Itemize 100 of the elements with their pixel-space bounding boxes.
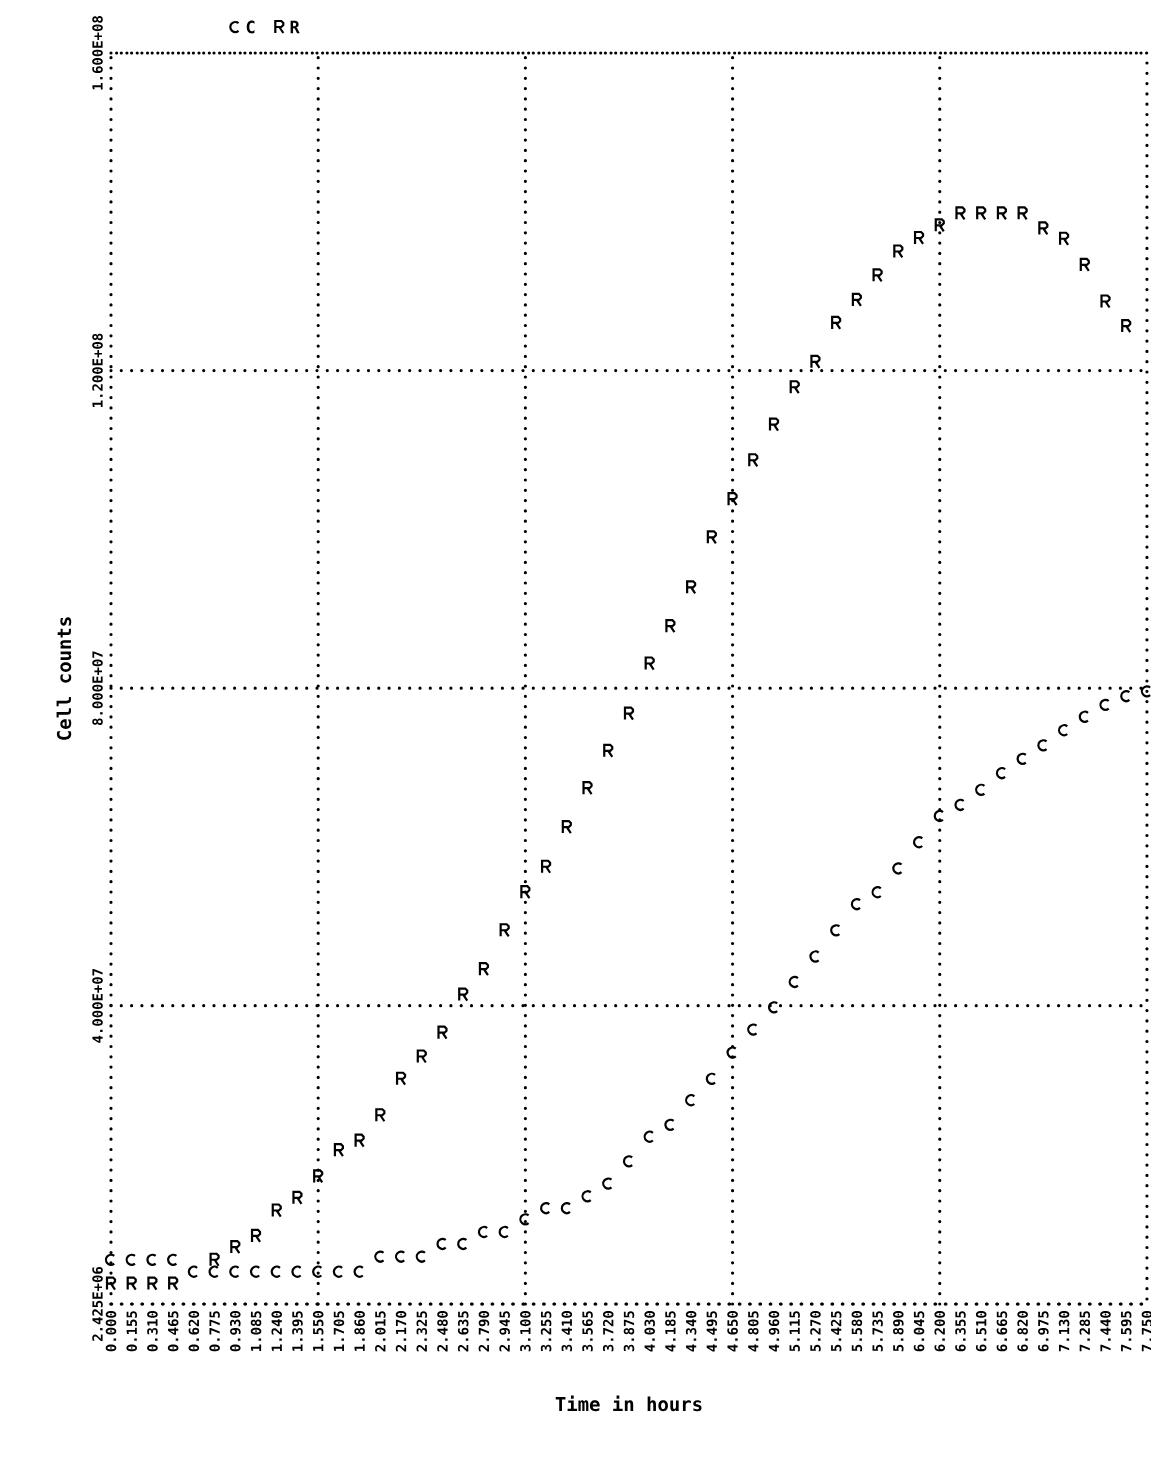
point <box>872 268 883 283</box>
point <box>560 1202 572 1215</box>
x-tick-label: 1.395 <box>292 1311 303 1351</box>
point <box>167 1253 178 1266</box>
point <box>147 1276 158 1291</box>
point <box>976 206 987 221</box>
legend-label: R <box>290 20 300 34</box>
point <box>850 898 862 911</box>
point <box>1016 752 1027 765</box>
x-tick-label: 7.440 <box>1100 1311 1111 1352</box>
point <box>622 1155 634 1168</box>
x-tick-label: 2.790 <box>478 1311 490 1352</box>
x-tick-label: 4.185 <box>665 1311 676 1352</box>
x-tick-label: 1.550 <box>312 1311 324 1351</box>
point <box>519 1213 530 1226</box>
point <box>104 1253 116 1266</box>
x-tick-label: 0.465 <box>167 1311 179 1352</box>
x-tick-label: 4.960 <box>768 1311 780 1352</box>
point <box>913 230 925 246</box>
point <box>250 1228 262 1244</box>
point <box>126 1276 137 1291</box>
x-tick-label: 2.945 <box>499 1311 510 1352</box>
point <box>436 1237 447 1250</box>
point <box>270 1265 282 1278</box>
point <box>333 1143 345 1158</box>
x-tick-label: 0.775 <box>209 1311 220 1352</box>
point <box>125 1253 137 1266</box>
x-tick-label: 4.495 <box>706 1311 718 1352</box>
x-tick-label: 4.030 <box>644 1311 655 1352</box>
x-tick-label: 6.665 <box>996 1311 1008 1352</box>
point <box>1057 724 1069 737</box>
point <box>374 1250 385 1263</box>
point <box>955 206 966 221</box>
point <box>954 798 965 811</box>
point <box>146 1253 157 1266</box>
point <box>105 1276 117 1291</box>
x-tick-label: 2.635 <box>457 1311 469 1352</box>
x-tick-label: 6.355 <box>955 1311 966 1352</box>
point <box>726 1046 737 1059</box>
point <box>748 453 759 468</box>
point <box>353 1265 364 1278</box>
point <box>893 244 904 259</box>
y-tick-label: 2.425E+06 <box>92 1266 103 1342</box>
x-tick-label: 1.705 <box>333 1311 345 1351</box>
point <box>229 1265 240 1278</box>
x-tick-label: 3.875 <box>623 1311 635 1352</box>
x-tick-label: 0.930 <box>230 1311 241 1352</box>
point <box>499 923 510 938</box>
x-tick-label: 5.890 <box>893 1311 904 1352</box>
x-axis-title: Time in hours <box>555 1395 702 1412</box>
x-tick-label: 3.565 <box>582 1311 593 1352</box>
y-tick-label: 8.000E+07 <box>92 651 103 726</box>
x-tick-label: 3.720 <box>602 1311 614 1352</box>
point <box>623 706 635 721</box>
point <box>292 1190 303 1205</box>
x-tick-label: 4.805 <box>748 1311 759 1352</box>
point <box>168 1276 179 1291</box>
point <box>644 656 655 671</box>
x-tick-label: 6.975 <box>1038 1311 1049 1352</box>
x-tick-label: 7.595 <box>1120 1311 1132 1352</box>
point <box>767 1001 779 1014</box>
point <box>603 743 614 758</box>
y-axis-title: Cell counts <box>56 617 72 740</box>
point <box>458 987 469 1002</box>
point <box>581 1190 592 1203</box>
x-tick-label: 5.115 <box>789 1311 800 1352</box>
x-tick-label: 4.650 <box>727 1311 738 1352</box>
point <box>996 206 1008 221</box>
point <box>249 1265 261 1278</box>
point <box>768 417 780 432</box>
x-tick-label: 2.170 <box>395 1311 407 1352</box>
x-tick-label: 3.410 <box>561 1311 573 1352</box>
x-tick-label: 2.015 <box>375 1311 386 1352</box>
point <box>934 218 945 233</box>
point <box>313 1169 324 1184</box>
point <box>1099 698 1110 711</box>
point <box>912 836 924 849</box>
point <box>810 354 821 369</box>
point <box>415 1250 427 1263</box>
point <box>686 580 697 595</box>
point <box>291 1265 302 1278</box>
point <box>643 1130 655 1143</box>
x-tick-label: 3.255 <box>540 1311 552 1352</box>
point <box>1058 231 1070 246</box>
point <box>705 1072 717 1085</box>
x-tick-label: 6.045 <box>913 1311 925 1352</box>
point <box>1038 221 1049 236</box>
point <box>416 1049 427 1064</box>
x-tick-label: 1.085 <box>250 1311 262 1351</box>
point <box>665 619 676 634</box>
point <box>1140 685 1151 698</box>
point <box>477 1225 489 1239</box>
x-tick-label: 0.620 <box>188 1311 200 1352</box>
point <box>1037 739 1048 752</box>
point <box>975 783 986 796</box>
point <box>394 1250 406 1263</box>
x-tick-label: 4.340 <box>685 1311 697 1352</box>
point <box>995 767 1007 780</box>
x-tick-label: 6.510 <box>975 1311 987 1352</box>
point <box>395 1071 407 1086</box>
